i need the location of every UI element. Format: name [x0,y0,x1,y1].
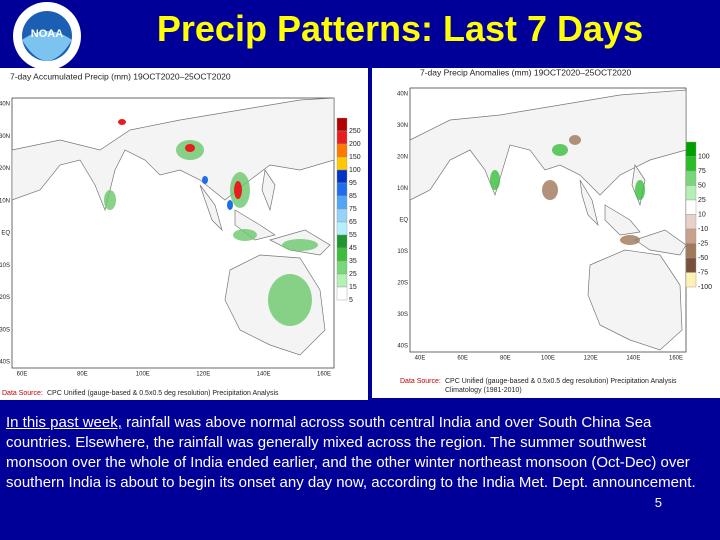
lat-label: 10S [397,249,408,255]
legend-label: 200 [349,141,361,148]
legend-swatch [685,141,697,157]
lon-label: 60E [17,372,28,378]
legend-label: -25 [698,240,708,247]
legend-label: 45 [349,245,357,252]
legend-swatch [336,234,348,249]
lon-label: 140E [626,356,640,362]
legend-label: 35 [349,258,357,265]
legend-swatch [685,199,697,215]
map-frame [409,87,687,353]
legend-label: 100 [349,167,361,174]
legend-swatch [336,130,348,145]
lon-label: 140E [257,372,271,378]
legend-swatch [685,156,697,172]
lon-label: 160E [669,356,683,362]
lat-label: 20S [0,295,10,301]
legend-swatch [336,273,348,288]
lat-label: 10N [397,186,408,192]
legend-swatch [336,286,348,301]
legend-label: -75 [698,269,708,276]
legend-label: 25 [698,197,706,204]
source-label: Data Source: [400,378,441,385]
legend-label: 150 [349,154,361,161]
lat-label: 40N [0,102,10,108]
legend-label: 100 [698,153,710,160]
legend-swatch [685,228,697,244]
legend-swatch [336,182,348,197]
legend-swatch [685,214,697,230]
legend-swatch [336,117,348,132]
legend-swatch [336,208,348,223]
lon-label: 60E [457,356,468,362]
legend-label: -10 [698,226,708,233]
slide-title: Precip Patterns: Last 7 Days [156,8,644,49]
lat-label: 20N [397,155,408,161]
legend-label: 85 [349,193,357,200]
lat-label: 40S [397,344,408,350]
legend-label: 250 [349,128,361,135]
legend-label: 65 [349,219,357,226]
lat-label: 40N [397,92,408,98]
legend-swatch [336,221,348,236]
legend-swatch [685,170,697,186]
lat-label: EQ [399,218,408,224]
lat-label: EQ [1,231,10,237]
lon-label: 40E [415,356,426,362]
lon-label: 120E [196,372,210,378]
legend-swatch [336,143,348,158]
lat-label: 10N [0,198,10,204]
legend-label: 10 [698,211,706,218]
lon-label: 160E [317,372,331,378]
map-frame [11,97,335,369]
legend-swatch [685,243,697,259]
body-text: In this past week, rainfall was above no… [6,413,706,493]
legend-label: -100 [698,284,712,291]
map-title: 7-day Accumulated Precip (mm) 19OCT2020–… [10,71,231,81]
legend-label: 75 [698,168,706,175]
legend-label: 50 [698,182,706,189]
legend-label: 75 [349,206,357,213]
map-title: 7-day Precip Anomalies (mm) 19OCT2020–25… [420,67,631,77]
lon-label: 80E [500,356,511,362]
note: Climatology (1981-2010) [445,387,522,394]
lead: In this past week, [6,414,122,431]
legend-swatch [336,156,348,171]
legend-label: 15 [349,284,357,291]
lon-label: 100E [541,356,555,362]
legend-swatch [685,185,697,201]
body-rest: rainfall was above normal across south c… [6,414,696,491]
source: CPC Unified (gauge-based & 0.5x0.5 deg r… [445,378,677,385]
lat-label: 30S [0,327,10,333]
legend-label: 55 [349,232,357,239]
legend-swatch [685,272,697,288]
legend-label: -50 [698,255,708,262]
source: CPC Unified (gauge-based & 0.5x0.5 deg r… [47,390,279,397]
lon-label: 80E [77,372,88,378]
legend-label: 95 [349,180,357,187]
lat-label: 30N [397,123,408,129]
source-label: Data Source: [2,390,43,397]
lat-label: 20N [0,166,10,172]
legend-label: 25 [349,271,357,278]
legend-swatch [685,257,697,273]
lat-label: 30N [0,134,10,140]
legend-swatch [336,247,348,262]
legend-label: 5 [349,297,353,304]
lat-label: 20S [397,281,408,287]
logo: NOAA [13,2,81,70]
page-number: 5 [654,495,662,510]
lat-label: 40S [0,360,10,366]
legend-swatch [336,169,348,184]
lat-label: 30S [397,312,408,318]
maps: 7-day Accumulated Precip (mm) 19OCT2020–… [0,67,720,400]
legend-swatch [336,260,348,275]
lat-label: 10S [0,263,10,269]
logo-text: NOAA [31,28,63,40]
lon-label: 120E [584,356,598,362]
lon-label: 100E [136,372,150,378]
legend-swatch [336,195,348,210]
